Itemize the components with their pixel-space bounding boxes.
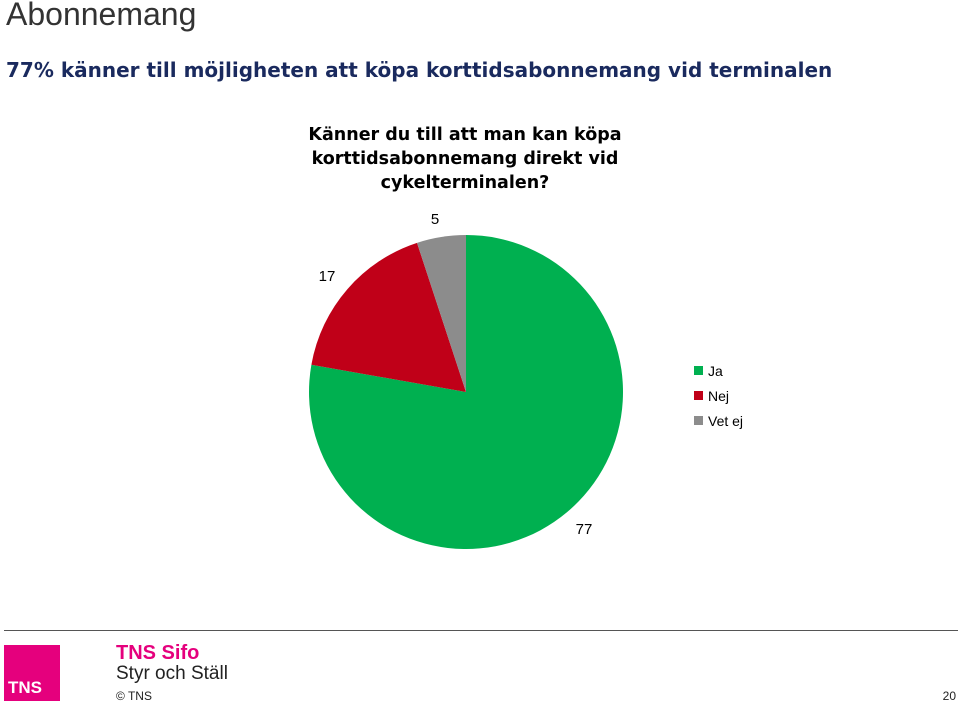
- chart-title: Känner du till att man kan köpa korttids…: [250, 123, 680, 195]
- chart-title-line-1: Känner du till att man kan köpa: [308, 125, 622, 145]
- pie-slice-vet-ej: [417, 235, 466, 392]
- slide-title: Abonnemang: [6, 0, 197, 32]
- chart-title-line-3: cykelterminalen?: [380, 173, 550, 193]
- legend-label-vet-ej: Vet ej: [708, 412, 744, 429]
- brand-name: TNS Sifo: [116, 642, 200, 664]
- copyright-text: © TNS: [116, 689, 152, 703]
- report-tagline: Styr och Ställ: [116, 663, 228, 684]
- legend-swatch-vet-ej: [694, 416, 703, 425]
- data-label-ja: 77: [576, 521, 593, 538]
- legend-label-nej: Nej: [708, 387, 730, 404]
- legend-item-vet-ej: Vet ej: [694, 408, 743, 433]
- footer-divider: [4, 630, 958, 631]
- data-label-vet-ej: 5: [431, 211, 439, 228]
- pie-slice-nej: [311, 242, 466, 392]
- chart-legend: Ja Nej Vet ej: [694, 358, 743, 433]
- legend-label-ja: Ja: [708, 362, 723, 379]
- legend-item-ja: Ja: [694, 358, 743, 383]
- tns-logo-text: TNS: [8, 678, 42, 697]
- slide-subtitle: 77% känner till möjligheten att köpa kor…: [6, 58, 833, 82]
- legend-item-nej: Nej: [694, 383, 743, 408]
- chart-title-line-2: korttidsabonnemang direkt vid: [311, 149, 619, 169]
- data-label-nej: 17: [319, 268, 336, 285]
- page-number: 20: [942, 689, 956, 703]
- tns-logo: TNS: [4, 645, 60, 701]
- legend-swatch-ja: [694, 366, 703, 375]
- legend-swatch-nej: [694, 391, 703, 400]
- pie-slice-ja: [309, 235, 624, 549]
